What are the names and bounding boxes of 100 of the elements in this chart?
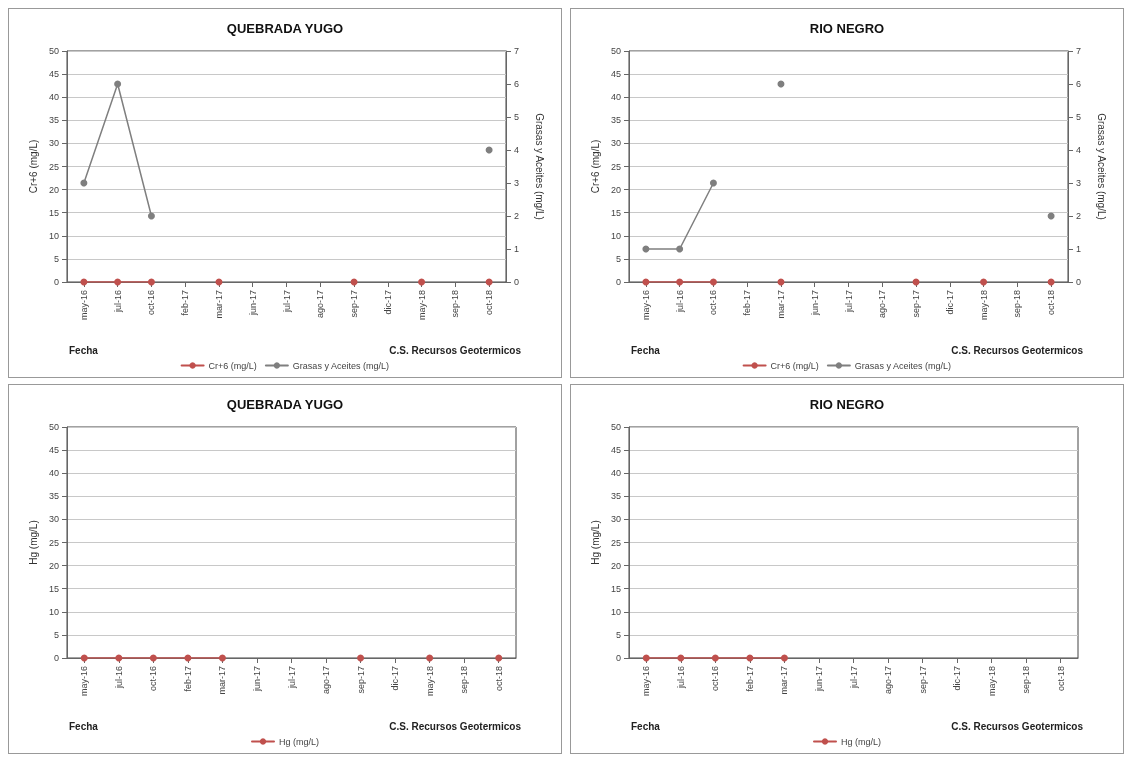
y2-tick-label: 5 bbox=[1076, 112, 1082, 122]
y2-tick-label: 7 bbox=[514, 46, 520, 56]
text: C.S. Recursos Geotermicos bbox=[389, 720, 522, 732]
x-tick-label: may-18 bbox=[978, 290, 989, 321]
legend-label: Cr+6 (mg/L) bbox=[208, 360, 257, 371]
y-tick-label: 30 bbox=[610, 138, 621, 149]
x-tick-label: jun-17 bbox=[813, 666, 824, 693]
legend-label: Grasas y Aceites (mg/L) bbox=[854, 360, 951, 371]
x-tick-label: may-16 bbox=[641, 666, 652, 697]
y-axis-title: Cr+6 (mg/L) bbox=[589, 139, 601, 194]
y-tick-label: 40 bbox=[48, 92, 59, 103]
x-tick-label: may-18 bbox=[986, 666, 997, 697]
x-tick-label: oct-18 bbox=[1046, 290, 1057, 316]
x-tick-label: ago-17 bbox=[877, 290, 888, 319]
x-tick-label: jun-17 bbox=[809, 290, 820, 317]
x-tick-label: jul-17 bbox=[281, 290, 292, 314]
y2-tick-label: 3 bbox=[514, 178, 520, 188]
y-tick-label: 35 bbox=[48, 491, 59, 502]
x-tick-label: dic-17 bbox=[390, 666, 401, 691]
x-tick-label: feb-17 bbox=[180, 290, 191, 316]
text: C.S. Recursos Geotermicos bbox=[389, 344, 522, 356]
y2-tick-label: 2 bbox=[514, 211, 520, 221]
y-tick-label: 5 bbox=[53, 253, 59, 264]
y-tick-label: 10 bbox=[48, 230, 59, 241]
y2-tick-label: 0 bbox=[1076, 277, 1082, 287]
x-tick-label: jul-16 bbox=[113, 666, 124, 690]
y-tick-label: 10 bbox=[610, 606, 621, 617]
y-tick-label: 0 bbox=[53, 653, 59, 663]
y-tick-label: 20 bbox=[610, 560, 621, 571]
x-tick-label: jul-16 bbox=[675, 666, 686, 690]
chart-title: RIO NEGRO bbox=[809, 21, 885, 36]
y-tick-label: 25 bbox=[610, 161, 621, 172]
y-tick-label: 10 bbox=[610, 230, 621, 241]
chart-title: RIO NEGRO bbox=[809, 397, 885, 412]
y-tick-label: 50 bbox=[610, 46, 621, 56]
point bbox=[709, 179, 717, 187]
x-tick-label: jul-17 bbox=[286, 666, 297, 690]
y-tick-label: 0 bbox=[615, 653, 621, 663]
y-tick-label: 5 bbox=[615, 629, 621, 640]
y-tick-label: 25 bbox=[48, 537, 59, 548]
y-tick-label: 30 bbox=[610, 514, 621, 525]
y-tick-label: 30 bbox=[48, 514, 59, 525]
y2-tick-label: 3 bbox=[1076, 178, 1082, 188]
x-tick-label: sep-18 bbox=[459, 666, 470, 694]
y-tick-label: 45 bbox=[48, 69, 59, 80]
x-tick-label: oct-16 bbox=[708, 290, 719, 316]
y-tick-label: 45 bbox=[48, 445, 59, 456]
x-tick-label: may-18 bbox=[416, 290, 427, 321]
y-tick-label: 45 bbox=[610, 69, 621, 80]
x-tick-label: oct-16 bbox=[146, 290, 157, 316]
x-tick-label: ago-17 bbox=[315, 290, 326, 319]
x-tick-label: mar-17 bbox=[779, 666, 790, 695]
legend-label: Hg (mg/L) bbox=[841, 736, 882, 747]
y2-tick-label: 5 bbox=[514, 112, 520, 122]
y-axis-title: Hg (mg/L) bbox=[27, 520, 39, 565]
x-tick-label: sep-17 bbox=[911, 290, 922, 318]
x-tick-label: oct-18 bbox=[493, 666, 504, 692]
chart-title: QUEBRADA YUGO bbox=[226, 397, 344, 412]
y-tick-label: 45 bbox=[610, 445, 621, 456]
x-tick-label: feb-17 bbox=[182, 666, 193, 692]
x-tick-label: mar-17 bbox=[217, 666, 228, 695]
y2-tick-label: 4 bbox=[514, 145, 520, 155]
y-tick-label: 15 bbox=[48, 207, 59, 218]
y-tick-label: 5 bbox=[53, 629, 59, 640]
x-tick-label: jun-17 bbox=[247, 290, 258, 317]
y-tick-label: 15 bbox=[610, 207, 621, 218]
y-tick-label: 20 bbox=[48, 184, 59, 195]
x-tick-label: mar-17 bbox=[213, 290, 224, 319]
x-tick-label: feb-17 bbox=[744, 666, 755, 692]
y-tick-label: 10 bbox=[48, 606, 59, 617]
legend-label: Grasas y Aceites (mg/L) bbox=[292, 360, 389, 371]
y-tick-label: 50 bbox=[610, 422, 621, 432]
y2-tick-label: 1 bbox=[514, 244, 520, 254]
y-tick-label: 0 bbox=[615, 277, 621, 287]
y-tick-label: 35 bbox=[48, 115, 59, 126]
y-tick-label: 50 bbox=[48, 422, 59, 432]
y-tick-label: 35 bbox=[610, 491, 621, 502]
x-tick-label: ago-17 bbox=[321, 666, 332, 695]
x-tick-label: sep-17 bbox=[355, 666, 366, 694]
x-tick-label: sep-17 bbox=[349, 290, 360, 318]
x-tick-label: jul-17 bbox=[848, 666, 859, 690]
text: C.S. Recursos Geotermicos bbox=[951, 344, 1084, 356]
x-tick-label: jul-16 bbox=[112, 290, 123, 314]
x-tick-label: jul-17 bbox=[843, 290, 854, 314]
y-tick-label: 20 bbox=[48, 560, 59, 571]
x-tick-label: oct-18 bbox=[1055, 666, 1066, 692]
y-tick-label: 40 bbox=[48, 468, 59, 479]
y-axis-title: Hg (mg/L) bbox=[589, 520, 601, 565]
x-axis-title: Fecha bbox=[631, 720, 661, 732]
x-tick-label: sep-17 bbox=[917, 666, 928, 694]
y-tick-label: 50 bbox=[48, 46, 59, 56]
y2-tick-label: 6 bbox=[514, 79, 520, 89]
y2-tick-label: 1 bbox=[1076, 244, 1082, 254]
y-tick-label: 35 bbox=[610, 115, 621, 126]
x-tick-label: may-16 bbox=[78, 290, 89, 321]
y2-tick-label: 4 bbox=[1076, 145, 1082, 155]
y2-tick-label: 6 bbox=[1076, 79, 1082, 89]
x-axis-title: Fecha bbox=[631, 344, 661, 356]
y2-axis-title: Grasas y Aceites (mg/L) bbox=[1095, 113, 1107, 220]
y-tick-label: 25 bbox=[610, 537, 621, 548]
